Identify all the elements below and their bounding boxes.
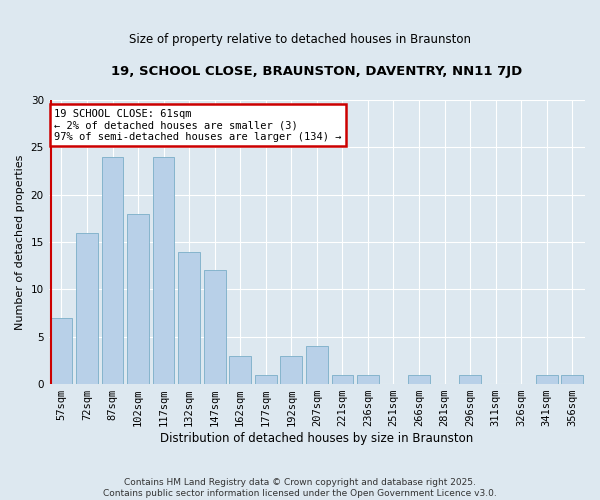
Bar (127, 214, 149, 384)
Bar (101, 157, 124, 384)
Bar (229, 356, 251, 384)
Text: 19 SCHOOL CLOSE: 61sqm
← 2% of detached houses are smaller (3)
97% of semi-detac: 19 SCHOOL CLOSE: 61sqm ← 2% of detached … (54, 108, 341, 142)
Bar (536, 374, 557, 384)
Y-axis label: Number of detached properties: Number of detached properties (15, 154, 25, 330)
Bar (178, 252, 200, 384)
Bar (153, 157, 175, 384)
Bar (459, 374, 481, 384)
Text: Size of property relative to detached houses in Braunston: Size of property relative to detached ho… (129, 32, 471, 46)
Bar (76, 232, 98, 384)
Bar (408, 374, 430, 384)
Text: Contains HM Land Registry data © Crown copyright and database right 2025.
Contai: Contains HM Land Registry data © Crown c… (103, 478, 497, 498)
Title: 19, SCHOOL CLOSE, BRAUNSTON, DAVENTRY, NN11 7JD: 19, SCHOOL CLOSE, BRAUNSTON, DAVENTRY, N… (111, 65, 523, 78)
Bar (50, 318, 72, 384)
Bar (562, 374, 583, 384)
Bar (306, 346, 328, 384)
Bar (332, 374, 353, 384)
Bar (280, 356, 302, 384)
X-axis label: Distribution of detached houses by size in Braunston: Distribution of detached houses by size … (160, 432, 473, 445)
Bar (255, 374, 277, 384)
Bar (204, 270, 226, 384)
Bar (357, 374, 379, 384)
